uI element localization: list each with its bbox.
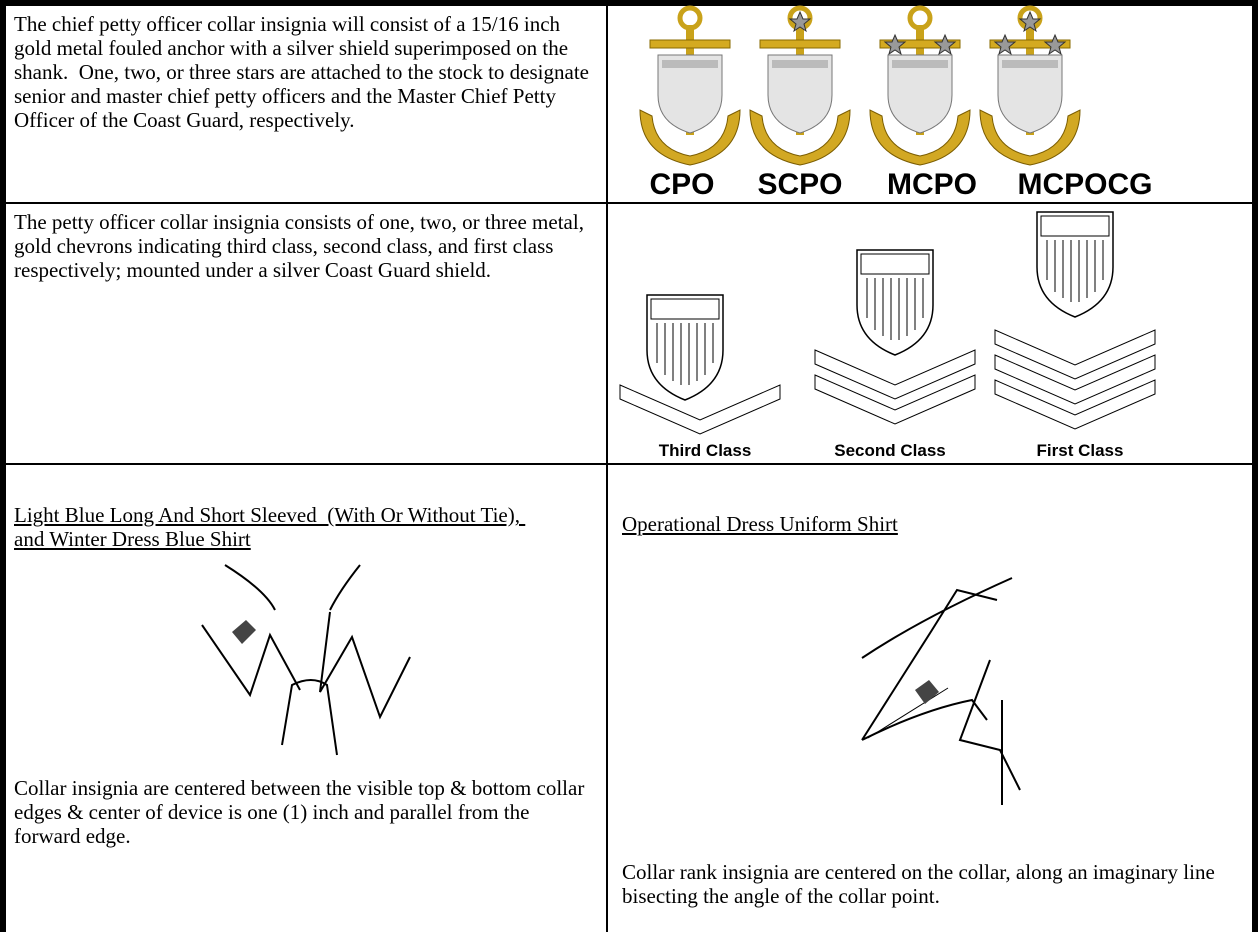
- border: [1252, 0, 1258, 932]
- insignia-label: MCPOCG: [1018, 168, 1153, 201]
- insignia-label: MCPO: [887, 168, 977, 201]
- caption: Collar insignia are centered between the…: [14, 776, 590, 848]
- insignia-label: Second Class: [834, 441, 946, 460]
- heading: Light Blue Long And Short Sleeved (With …: [14, 503, 526, 551]
- heading: Operational Dress Uniform Shirt: [622, 512, 898, 536]
- description: The petty officer collar insignia consis…: [14, 210, 590, 282]
- border: [0, 463, 1258, 465]
- insignia-label: CPO: [649, 168, 714, 201]
- border: [606, 0, 608, 932]
- border: [0, 202, 1258, 204]
- border: [0, 0, 6, 932]
- description: The chief petty officer collar insignia …: [14, 12, 595, 132]
- caption: Collar rank insignia are centered on the…: [622, 860, 1221, 908]
- insignia-label: First Class: [1037, 441, 1124, 460]
- insignia-label: SCPO: [757, 168, 842, 201]
- border: [0, 0, 1258, 6]
- insignia-label: Third Class: [659, 441, 752, 460]
